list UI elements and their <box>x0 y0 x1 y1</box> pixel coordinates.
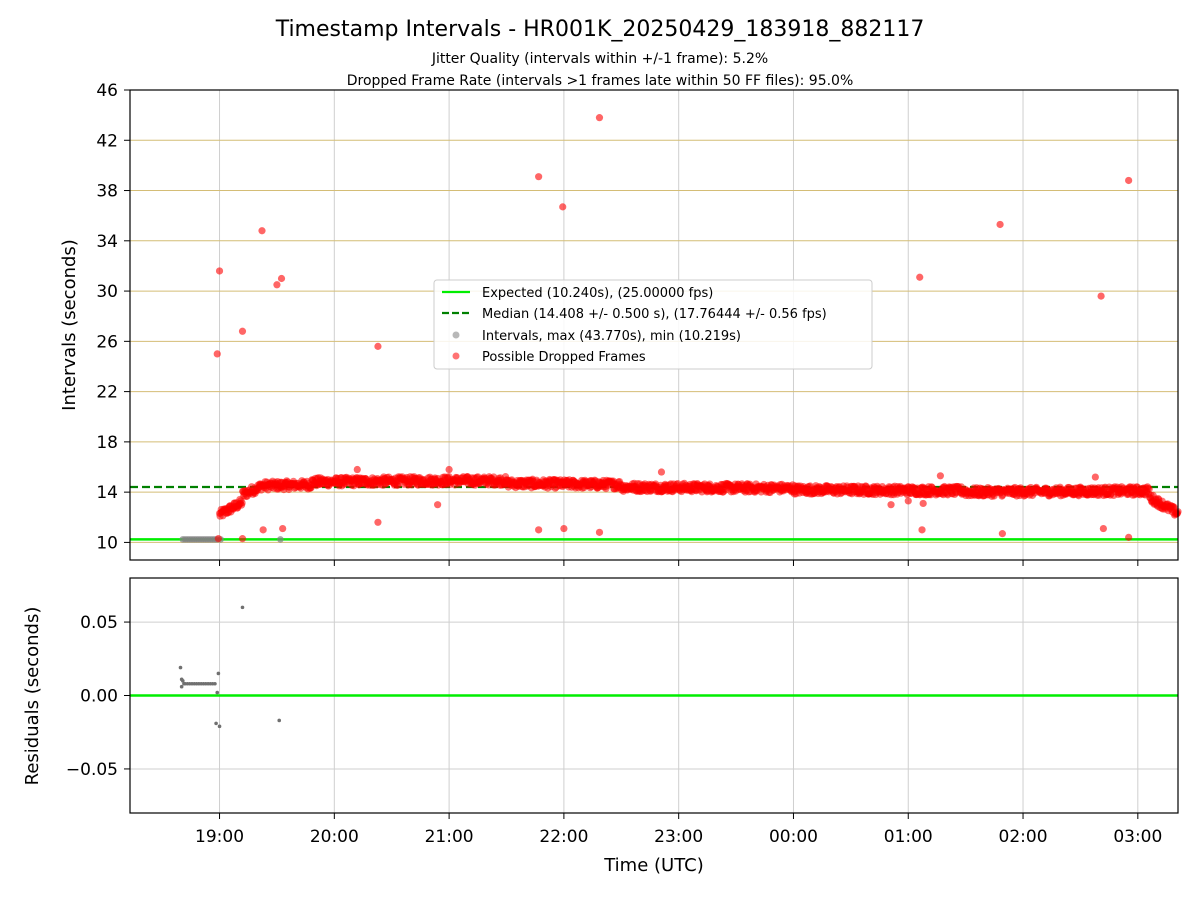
bottom-y-tick-label: 0.00 <box>80 687 118 707</box>
x-tick-label: 01:00 <box>884 827 933 847</box>
top-y-tick-label: 42 <box>96 131 118 151</box>
dropped-frame-point <box>560 524 568 533</box>
dropped-frame-point <box>887 501 895 509</box>
bottom-y-tick-label: 0.05 <box>80 613 118 633</box>
bottom-residuals-series <box>178 605 282 729</box>
top-dropped-series <box>213 114 1182 543</box>
dropped-frame-point <box>1091 473 1099 481</box>
dropped-frame-point <box>374 342 382 350</box>
dropped-frame-point <box>214 535 222 543</box>
legend-intervals-marker <box>452 331 460 339</box>
dropped-frame-point <box>434 501 442 509</box>
legend-box <box>433 279 873 370</box>
bottom-panel: 0.05 0.00 −0.05 19:00 20:00 21:00 22:00 23:00 0… <box>22 577 1179 847</box>
dropped-frame-point <box>936 472 944 480</box>
top-x-ticks <box>219 560 1139 566</box>
top-y-tick-label: 10 <box>96 533 118 553</box>
residual-point <box>214 721 218 726</box>
dropped-frame-point <box>919 499 927 508</box>
dropped-frame-point <box>259 526 267 534</box>
dropped-frame-point <box>657 468 666 476</box>
top-y-tick-label: 26 <box>96 332 118 352</box>
top-plot-frame <box>129 89 1179 561</box>
dropped-frame-point <box>1145 485 1153 493</box>
x-tick-label: 19:00 <box>195 827 244 847</box>
bottom-x-ticks: 19:00 20:00 21:00 22:00 23:00 00:00 01:00 02:00… <box>195 813 1162 847</box>
x-tick-label: 20:00 <box>310 827 359 847</box>
dropped-frame-point <box>238 499 246 507</box>
residual-point <box>217 724 222 729</box>
residual-point <box>179 684 184 689</box>
dropped-frame-point <box>1099 524 1107 533</box>
dropped-frame-point <box>535 173 543 181</box>
dropped-frame-point <box>215 267 224 275</box>
residual-point <box>240 605 245 610</box>
residual-point <box>216 671 221 676</box>
dropped-frame-point <box>273 281 281 289</box>
bottom-y-tick-label: −0.05 <box>66 760 118 780</box>
dropped-frame-point <box>918 526 926 534</box>
dropped-frame-point <box>258 227 266 235</box>
top-y-tick-label: 38 <box>96 182 118 202</box>
x-axis-label: Time (UTC) <box>603 855 704 876</box>
dropped-frame-point <box>996 220 1004 229</box>
top-y-tick-label: 30 <box>96 282 118 302</box>
legend-dropped-label: Possible Dropped Frames <box>482 350 646 365</box>
x-tick-label: 22:00 <box>539 827 588 847</box>
x-tick-label: 03:00 <box>1113 827 1162 847</box>
bottom-y-ticks: 0.05 0.00 −0.05 <box>66 613 130 780</box>
dropped-frame-point <box>916 273 924 281</box>
interval-point <box>277 536 284 543</box>
dropped-frame-point <box>238 327 247 335</box>
dropped-frame-point <box>535 526 543 534</box>
top-y-axis-label: Intervals (seconds) <box>59 239 80 411</box>
legend-expected-label: Expected (10.240s), (25.00000 fps) <box>482 286 713 301</box>
residual-point <box>215 690 220 695</box>
top-y-tick-label: 14 <box>96 483 118 503</box>
dropped-frame-point <box>904 497 912 505</box>
x-tick-label: 00:00 <box>769 827 818 847</box>
bottom-y-axis-label: Residuals (seconds) <box>22 607 43 786</box>
legend-dropped-marker <box>452 352 460 360</box>
top-y-tick-label: 22 <box>96 383 118 403</box>
chart-subtitle-dropped: Dropped Frame Rate (intervals >1 frames … <box>347 73 854 89</box>
dropped-frame-point <box>238 535 247 543</box>
dropped-frame-point <box>1125 176 1133 185</box>
chart-legend: Expected (10.240s), (25.00000 fps) Media… <box>433 279 873 370</box>
legend-intervals-label: Intervals, max (43.770s), min (10.219s) <box>482 329 741 344</box>
dropped-frame-point <box>445 465 453 474</box>
dropped-frame-point <box>595 528 604 536</box>
chart-title: Timestamp Intervals - HR001K_20250429_18… <box>275 17 925 42</box>
x-tick-label: 23:00 <box>654 827 703 847</box>
x-tick-label: 21:00 <box>425 827 474 847</box>
top-y-tick-label: 18 <box>96 433 118 453</box>
legend-median-label: Median (14.408 +/- 0.500 s), (17.76444 +… <box>482 307 827 322</box>
dropped-frame-point <box>374 518 382 526</box>
dropped-frame-point <box>559 203 567 211</box>
x-tick-label: 02:00 <box>999 827 1048 847</box>
top-panel: 10 14 18 22 26 30 34 38 42 46 Intervals (seconds)… <box>59 81 1182 566</box>
residual-point <box>178 665 183 670</box>
dropped-frame-point <box>998 530 1006 538</box>
chart-subtitle-jitter: Jitter Quality (intervals within +/-1 fr… <box>431 51 768 67</box>
top-y-tick-label: 34 <box>96 232 118 252</box>
dropped-frame-point <box>1125 533 1133 541</box>
dropped-frame-point <box>353 465 361 474</box>
top-y-ticks: 10 14 18 22 26 30 34 38 42 46 <box>96 81 130 553</box>
dropped-frame-point <box>595 114 604 122</box>
residual-point <box>213 681 217 686</box>
dropped-frame-point <box>1097 292 1105 300</box>
dropped-frame-point <box>279 524 287 533</box>
residual-point <box>181 679 185 683</box>
dropped-frame-point <box>277 274 286 283</box>
top-y-tick-label: 46 <box>96 81 118 101</box>
dropped-frame-point <box>213 350 221 358</box>
residual-point <box>277 718 282 723</box>
